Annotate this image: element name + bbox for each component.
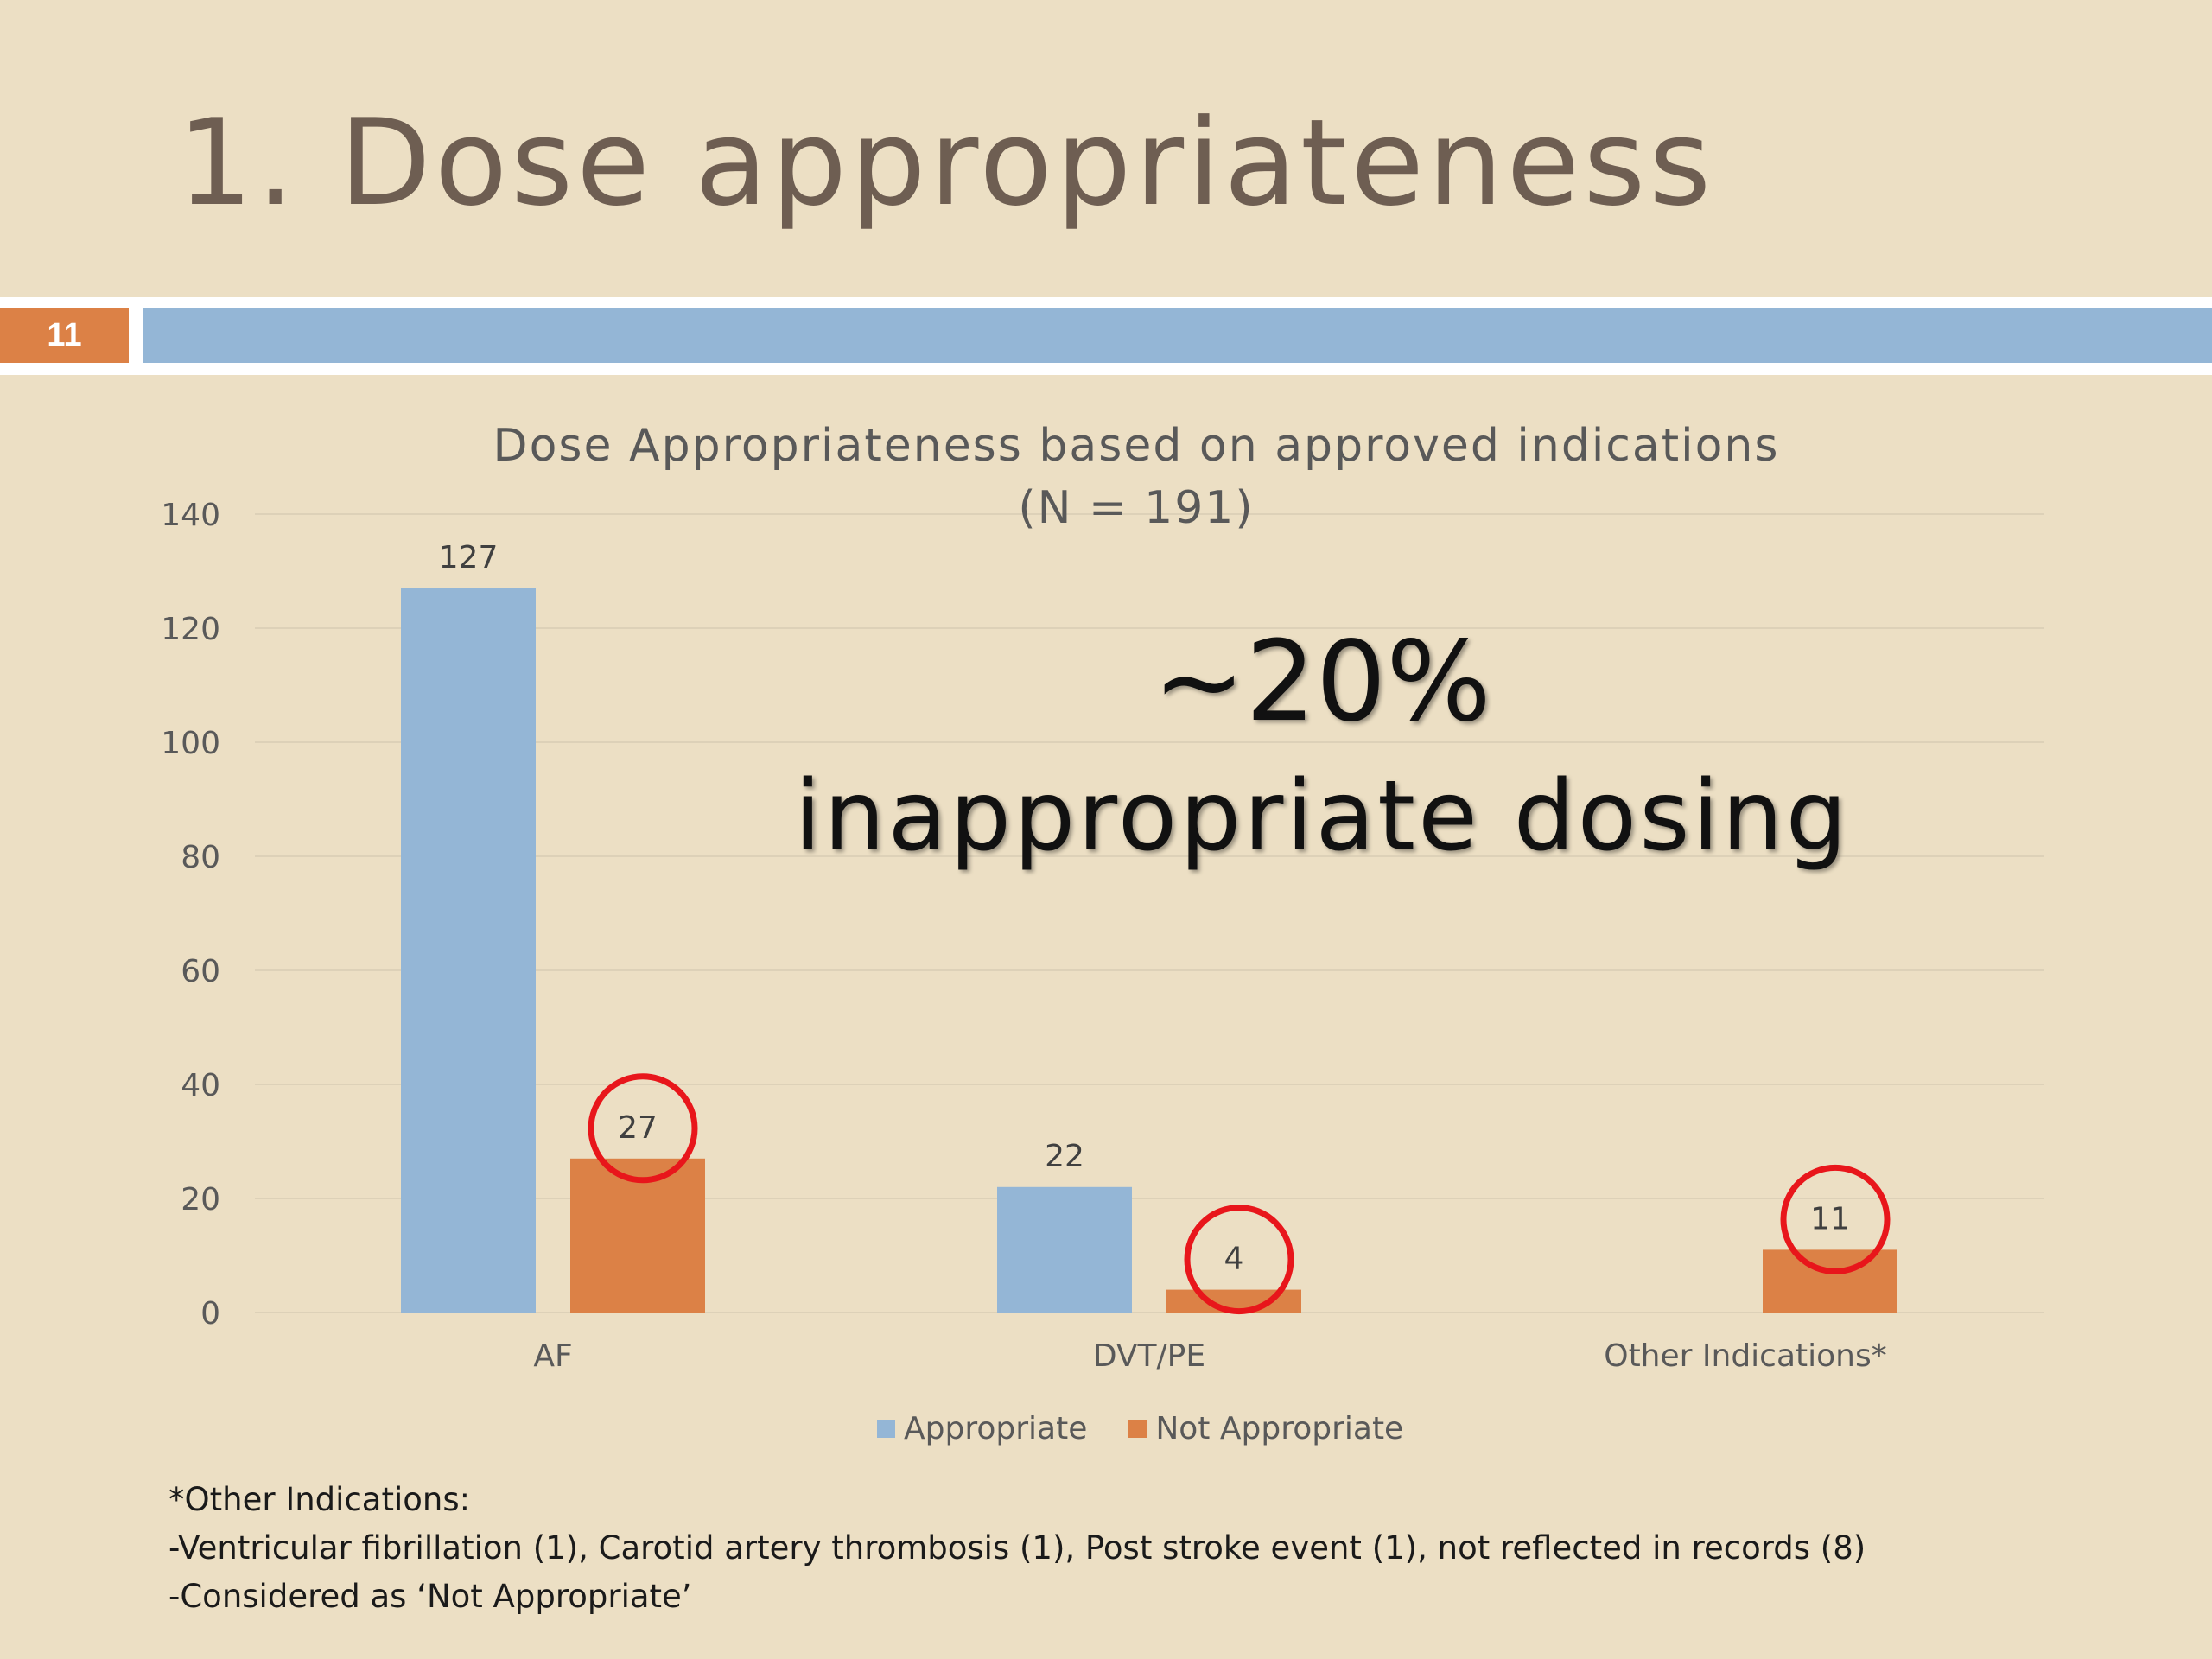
y-tick-label: 120	[161, 612, 220, 647]
legend-item-not-appropriate: Not Appropriate	[1128, 1411, 1403, 1446]
bar	[1763, 1249, 1897, 1313]
footnote-line-1: *Other Indications:	[168, 1481, 471, 1518]
highlight-circle	[1184, 1205, 1294, 1315]
chart-title-line-1: Dose Appropriateness based on approved i…	[493, 420, 1780, 472]
highlight-circles	[588, 1073, 1891, 1315]
bar	[570, 1158, 705, 1313]
callout-text: inappropriate dosing	[794, 760, 1850, 873]
callout-percent: ~20%	[1153, 618, 1491, 747]
data-label: 27	[618, 1110, 658, 1146]
y-axis-tick-labels: 0 20 40 60 80 100 120 140	[161, 498, 220, 1332]
legend-label-not-appropriate: Not Appropriate	[1155, 1410, 1404, 1446]
legend-swatch-appropriate	[877, 1419, 895, 1438]
y-tick-label: 100	[161, 726, 220, 761]
x-tick-label: AF	[533, 1338, 572, 1374]
y-tick-label: 40	[181, 1068, 220, 1103]
chart-gridlines	[255, 513, 2044, 1313]
y-tick-label: 20	[181, 1182, 220, 1217]
footnote-line-3: -Considered as ‘Not Appropriate’	[168, 1578, 692, 1615]
chart-title: Dose Appropriateness based on approved i…	[380, 415, 1892, 539]
footnote: *Other Indications: -Ventricular fibrill…	[168, 1476, 2156, 1621]
highlight-circle	[1780, 1164, 1891, 1274]
y-tick-label: 0	[200, 1296, 220, 1332]
chart-title-line-2: (N = 191)	[1018, 482, 1255, 534]
accent-bar	[143, 308, 2212, 363]
data-label: 4	[1224, 1242, 1244, 1277]
data-label: 127	[439, 540, 499, 575]
data-label: 11	[1810, 1201, 1850, 1236]
x-tick-label: DVT/PE	[1093, 1338, 1205, 1374]
x-tick-label: Other Indications*	[1604, 1338, 1887, 1374]
chart-legend: Appropriate Not Appropriate	[877, 1407, 1445, 1450]
data-label: 22	[1045, 1139, 1084, 1174]
y-tick-label: 80	[181, 840, 220, 875]
highlight-circle	[588, 1073, 698, 1184]
bar	[401, 588, 536, 1313]
y-tick-label: 60	[181, 954, 220, 989]
y-tick-label: 140	[161, 498, 220, 533]
legend-swatch-not-appropriate	[1128, 1419, 1147, 1438]
chart-bars	[401, 588, 1897, 1313]
legend-item-appropriate: Appropriate	[877, 1411, 1087, 1446]
legend-label-appropriate: Appropriate	[904, 1410, 1088, 1446]
slide-title: 1. Dose appropriateness	[177, 93, 1715, 232]
bar	[997, 1186, 1132, 1313]
footnote-line-2: -Ventricular fibrillation (1), Carotid a…	[168, 1529, 1866, 1567]
callout: ~20% inappropriate dosing	[734, 613, 1910, 881]
slide-number: 11	[0, 308, 129, 363]
chart-data-labels: 127 27 22 4 11	[439, 540, 1850, 1277]
x-axis-category-labels: AF DVT/PE Other Indications*	[533, 1338, 1886, 1374]
